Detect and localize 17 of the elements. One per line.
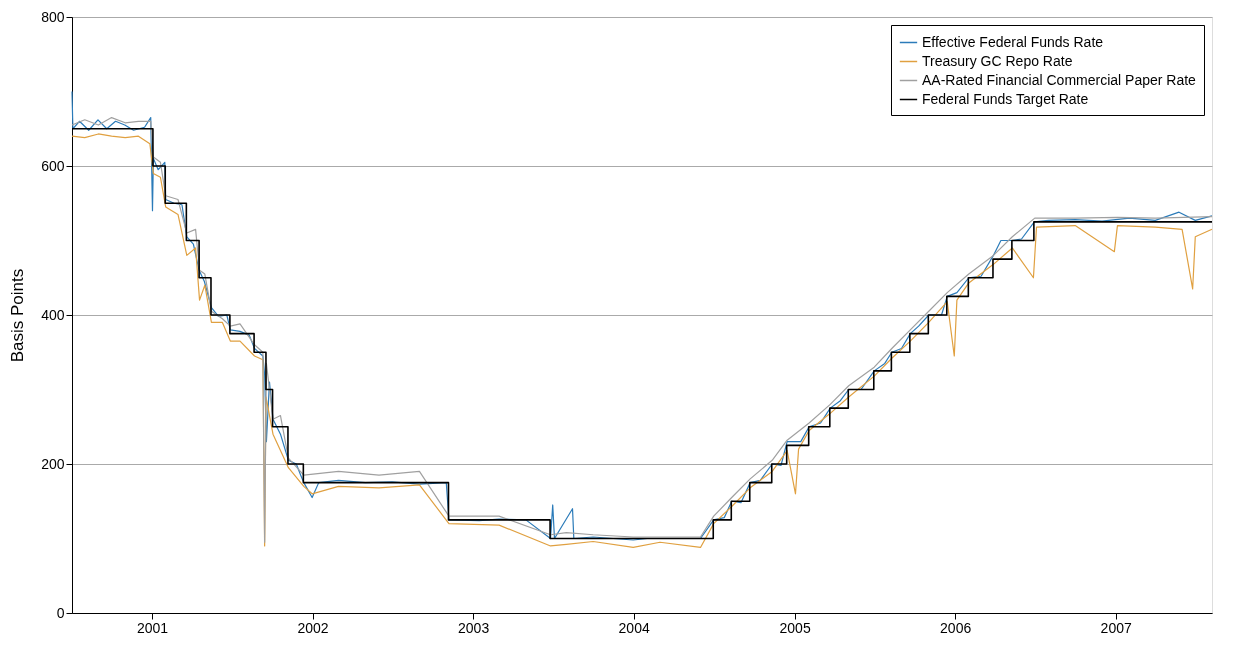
y-axis-title: Basis Points	[8, 268, 28, 363]
x-tick-label: 2004	[618, 619, 650, 636]
y-tick-label: 200	[41, 455, 65, 472]
x-tick-label: 2002	[297, 619, 329, 636]
y-tick-label: 600	[41, 157, 65, 174]
x-tick-label: 2007	[1100, 619, 1132, 636]
x-tick-label: 2003	[458, 619, 490, 636]
legend-label: Treasury GC Repo Rate	[922, 52, 1073, 69]
legend-label: Effective Federal Funds Rate	[922, 33, 1104, 50]
x-tick-label: 2005	[779, 619, 811, 636]
y-tick-label: 0	[56, 604, 65, 621]
y-tick-label: 400	[41, 306, 65, 323]
x-tick-label: 2006	[940, 619, 972, 636]
legend-label: AA-Rated Financial Commercial Paper Rate	[922, 71, 1197, 88]
legend-label: Federal Funds Target Rate	[922, 90, 1089, 107]
x-tick-label: 2001	[136, 619, 169, 636]
y-tick-label: 800	[41, 8, 65, 25]
